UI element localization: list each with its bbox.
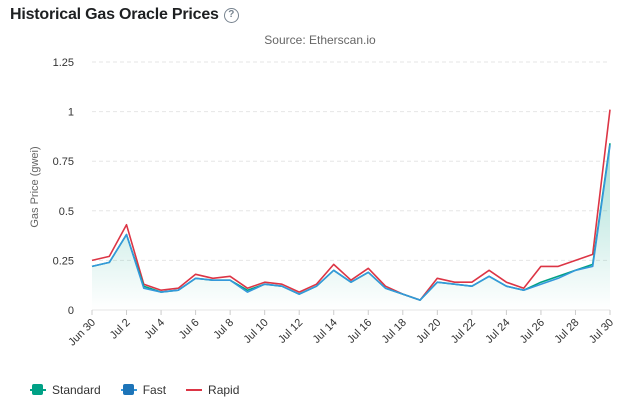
legend-label: Fast — [142, 383, 167, 397]
x-tick-label: Jul 28 — [552, 317, 581, 346]
x-tick-label: Jul 8 — [211, 317, 236, 342]
chart-header: Historical Gas Oracle Prices ? — [10, 4, 239, 26]
series-line-fast[interactable] — [91, 145, 611, 301]
gas-price-chart: Source: Etherscan.io Gas Price (gwei) 00… — [29, 33, 616, 348]
y-tick-label: 1.25 — [53, 57, 74, 69]
y-tick-label: 0.75 — [53, 156, 74, 168]
series-line-rapid[interactable] — [91, 109, 611, 301]
x-tick-label: Jul 10 — [242, 317, 271, 346]
x-tick-label: Jul 14 — [311, 317, 340, 346]
y-axis-label: Gas Price (gwei) — [29, 146, 41, 227]
y-tick-label: 0.5 — [59, 206, 74, 218]
chart-legend: Standard Fast Rapid — [30, 383, 239, 397]
legend-label: Standard — [52, 383, 101, 397]
legend-item-rapid[interactable]: Rapid — [186, 383, 239, 397]
y-tick-label: 1 — [68, 107, 74, 119]
x-tick-label: Jun 30 — [66, 317, 98, 349]
x-tick-label: Jul 4 — [142, 317, 167, 342]
standard-area — [92, 143, 610, 310]
x-axis-ticks: Jun 30 Jul 2 Jul 4 Jul 6 Jul 8 Jul 10 Jul 12 Ju… — [66, 310, 616, 348]
legend-label: Rapid — [208, 383, 240, 397]
x-tick-label: Jul 20 — [414, 317, 443, 346]
grid-lines — [92, 61, 610, 311]
series-lines — [91, 109, 611, 301]
page-title: Historical Gas Oracle Prices — [10, 6, 219, 23]
y-axis-ticks: 0 0.25 0.5 0.75 1 1.25 — [53, 57, 74, 317]
x-tick-label: Jul 2 — [108, 317, 133, 342]
x-tick-label: Jul 30 — [587, 317, 616, 346]
y-tick-label: 0.25 — [53, 255, 74, 267]
x-tick-label: Jul 16 — [345, 317, 374, 346]
x-tick-label: Jul 12 — [276, 317, 305, 346]
chart-subtitle: Source: Etherscan.io — [264, 33, 376, 47]
x-tick-label: Jul 24 — [483, 317, 512, 346]
area-fill — [92, 143, 610, 310]
x-tick-label: Jul 22 — [449, 317, 478, 346]
y-tick-label: 0 — [68, 305, 74, 317]
legend-item-standard[interactable]: Standard — [30, 383, 101, 397]
x-tick-label: Jul 18 — [380, 317, 409, 346]
x-tick-label: Jul 26 — [518, 317, 547, 346]
legend-item-fast[interactable]: Fast — [120, 383, 167, 397]
question-circle-icon[interactable]: ? — [223, 7, 239, 23]
x-tick-label: Jul 6 — [177, 317, 202, 342]
